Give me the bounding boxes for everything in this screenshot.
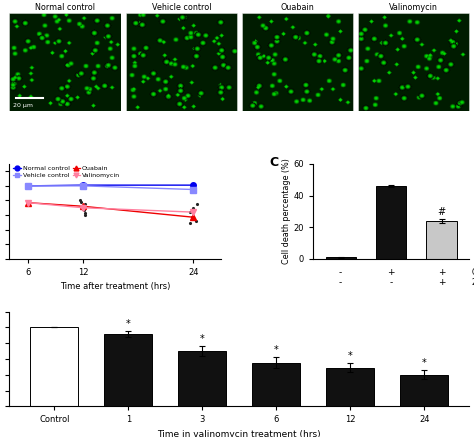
Bar [326, 257, 356, 259]
Text: Ouabain: Ouabain [472, 268, 474, 277]
Legend: Normal control, Vehicle control, Ouabain, Valinomycin: Normal control, Vehicle control, Ouabain… [13, 165, 121, 178]
Text: -: - [390, 278, 393, 287]
Bar [30, 327, 79, 406]
Y-axis label: Cell death percentage (%): Cell death percentage (%) [282, 159, 291, 264]
X-axis label: Time in valinomycin treatment (hrs): Time in valinomycin treatment (hrs) [157, 430, 321, 437]
Text: *: * [274, 345, 279, 355]
Bar [326, 368, 374, 406]
Text: +: + [387, 268, 395, 277]
Text: -: - [339, 268, 342, 277]
Text: -: - [339, 278, 342, 287]
Text: 25mM K⁺: 25mM K⁺ [472, 278, 474, 287]
X-axis label: Time after treatment (hrs): Time after treatment (hrs) [60, 282, 171, 291]
Text: C: C [269, 156, 278, 170]
Text: #: # [438, 207, 446, 217]
Bar [427, 221, 456, 259]
Bar [400, 375, 448, 406]
Bar [376, 186, 406, 259]
Text: *: * [422, 358, 427, 368]
Text: *: * [126, 319, 131, 329]
Text: *: * [200, 334, 205, 344]
Title: Vehicle control: Vehicle control [152, 3, 211, 12]
Text: +: + [438, 278, 445, 287]
Text: *: * [348, 351, 353, 361]
Text: +: + [438, 268, 445, 277]
Bar [104, 334, 153, 406]
Title: Ouabain: Ouabain [281, 3, 314, 12]
Text: 20 μm: 20 μm [13, 103, 33, 108]
Bar [252, 363, 301, 406]
Title: Valinomycin: Valinomycin [389, 3, 438, 12]
Bar [178, 351, 227, 406]
Title: Normal control: Normal control [35, 3, 95, 12]
